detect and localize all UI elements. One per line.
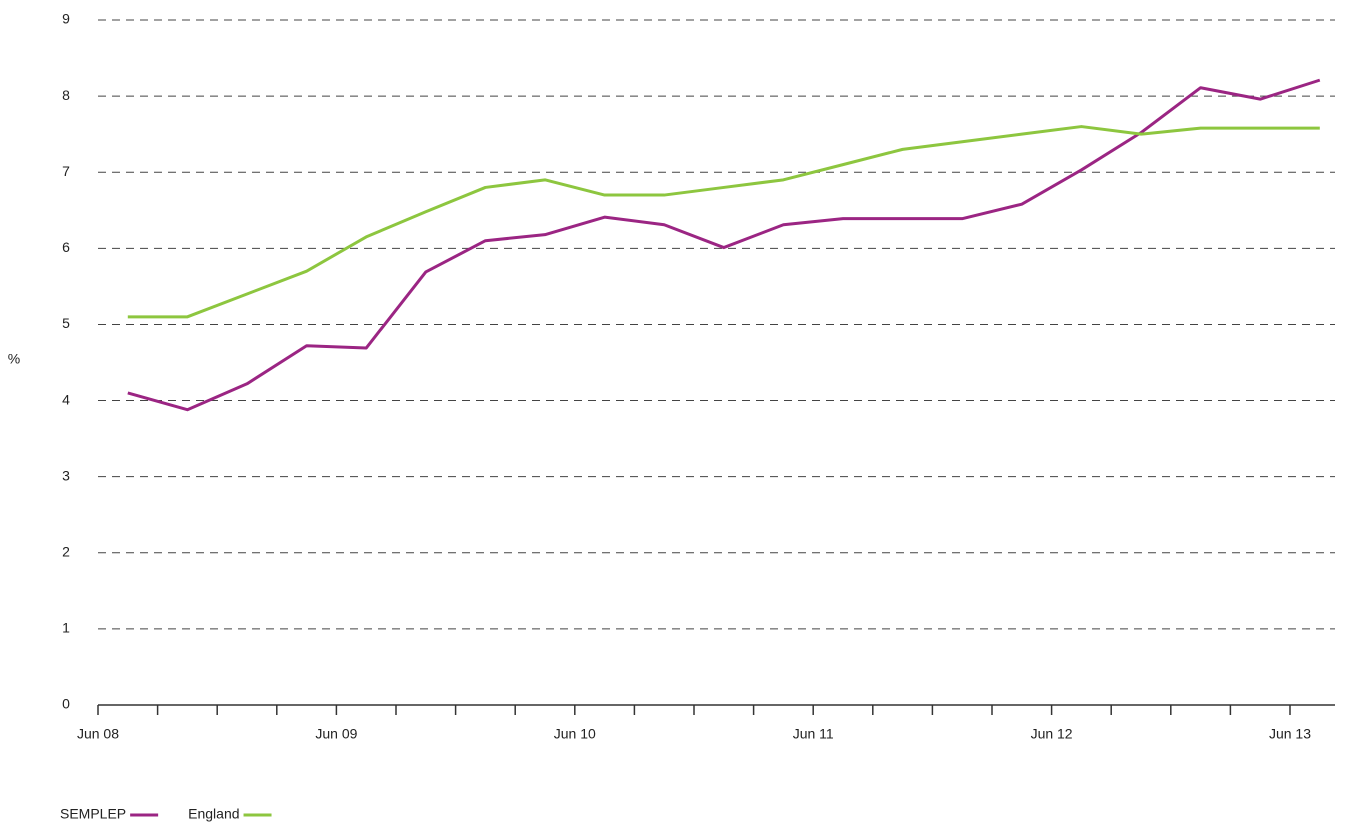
- x-tick-label: Jun 09: [315, 726, 357, 742]
- series-line: [127, 125, 1320, 319]
- x-tick-label: Jun 11: [793, 726, 834, 742]
- legend-label: England: [188, 806, 239, 822]
- series-line: [127, 78, 1321, 412]
- y-axis-label: %: [8, 351, 20, 367]
- y-tick-label: 9: [62, 11, 70, 27]
- legend-label: SEMPLEP: [60, 806, 126, 822]
- x-tick-label: Jun 08: [77, 726, 119, 742]
- x-tick-label: Jun 12: [1031, 726, 1073, 742]
- y-tick-label: 5: [62, 315, 70, 331]
- y-tick-label: 6: [62, 239, 70, 255]
- y-tick-label: 1: [62, 620, 70, 636]
- y-tick-label: 4: [62, 391, 70, 407]
- y-tick-label: 0: [62, 696, 70, 712]
- y-tick-label: 8: [62, 87, 70, 103]
- y-tick-label: 3: [62, 467, 70, 483]
- y-tick-label: 2: [62, 543, 70, 559]
- x-tick-label: Jun 10: [554, 726, 596, 742]
- y-tick-label: 7: [62, 163, 70, 179]
- x-tick-label: Jun 13: [1269, 726, 1311, 742]
